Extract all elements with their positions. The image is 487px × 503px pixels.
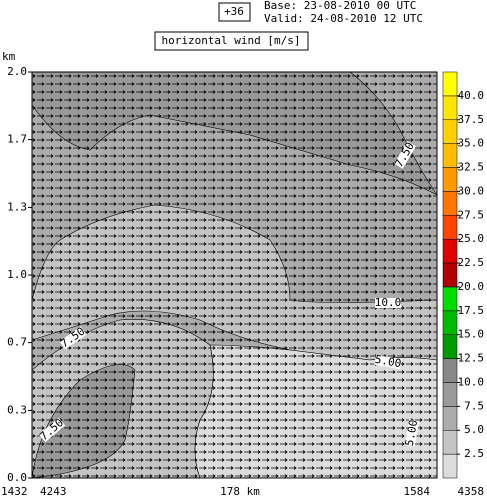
- colorbar-label: 15.0: [458, 328, 485, 341]
- colorbar-cell: [442, 406, 458, 431]
- y-tick-label: 2.0: [7, 65, 27, 78]
- y-tick-label: 1.3: [7, 200, 27, 213]
- contour-label: 10.0: [375, 296, 402, 309]
- colorbar-cell: [442, 334, 458, 359]
- colorbar-label: 25.0: [458, 232, 485, 245]
- wind-arrows: [32, 72, 437, 478]
- colorbar-cell: [442, 358, 458, 383]
- colorbar-label: 40.0: [458, 89, 485, 102]
- valid-time: Valid: 24-08-2010 12 UTC: [264, 12, 423, 25]
- colorbar-label: 37.5: [458, 113, 485, 126]
- colorbar-cell: [442, 191, 458, 216]
- field-title: horizontal wind [m/s]: [161, 34, 300, 47]
- colorbar-cell: [442, 382, 458, 407]
- colorbar-cell: [442, 71, 458, 97]
- colorbar-cell: [442, 262, 458, 288]
- colorbar-label: 30.0: [458, 184, 485, 197]
- contour-label-bg: [374, 354, 402, 370]
- colorbar-label: 7.5: [464, 399, 484, 412]
- x-label: 4358: [458, 485, 485, 498]
- x-label: 178 km: [220, 485, 260, 498]
- y-tick-label: 0.3: [7, 403, 27, 416]
- contour-label-bg: [375, 298, 401, 308]
- colorbar-cell: [442, 238, 458, 264]
- x-label: 1432: [1, 485, 28, 498]
- contour-label: 5.00: [374, 353, 402, 370]
- colorbar-label: 5.0: [464, 423, 484, 436]
- colorbar-label: 35.0: [458, 137, 485, 150]
- field-box: [154, 31, 309, 51]
- y-tick-label: 1.0: [7, 268, 27, 281]
- colorbar-cell: [442, 453, 458, 479]
- colorbar-cell: [442, 143, 458, 168]
- colorbar-label: 10.0: [458, 375, 485, 388]
- x-label: 1584: [404, 485, 431, 498]
- colorbar-label: 17.5: [458, 304, 485, 317]
- y-axis-label: km: [2, 50, 16, 63]
- colorbar-cell: [442, 119, 458, 144]
- y-tick-label: 1.7: [7, 133, 27, 146]
- colorbar-cell: [442, 167, 458, 192]
- colorbar-label: 12.5: [458, 352, 485, 365]
- contour-label-bg: [38, 417, 66, 443]
- colorbar-label: 20.0: [458, 280, 485, 293]
- contour-label-bg: [394, 141, 416, 169]
- x-label: 4243: [40, 485, 67, 498]
- base-time: Base: 23-08-2010 00 UTC: [264, 0, 416, 12]
- colorbar-label: 22.5: [458, 256, 485, 269]
- forecast-box: [218, 2, 251, 22]
- colorbar-cell: [442, 215, 458, 240]
- colorbar-cell: [442, 286, 458, 312]
- colorbar-label: 2.5: [464, 447, 484, 460]
- y-tick-label: 0.7: [7, 336, 27, 349]
- y-tick-label: 0.0: [7, 471, 27, 484]
- colorbar-label: 32.5: [458, 161, 485, 174]
- colorbar-cell: [442, 95, 458, 121]
- contour-label-bg: [59, 326, 87, 350]
- colorbar-cell: [442, 429, 458, 455]
- colorbar-cell: [442, 310, 458, 335]
- contour-label-bg: [404, 419, 420, 447]
- plot-fields: [31, 71, 438, 479]
- contour-label: 5.00: [403, 419, 420, 447]
- colorbar-label: 27.5: [458, 208, 485, 221]
- forecast: +36: [224, 5, 244, 18]
